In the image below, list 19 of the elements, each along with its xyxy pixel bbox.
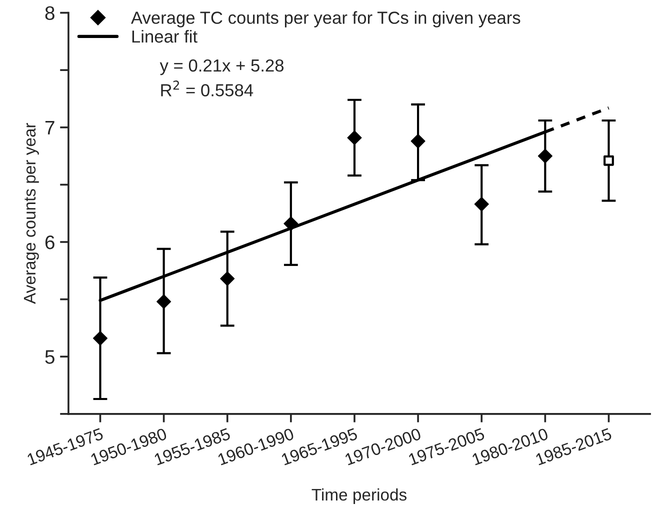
- point: [604, 155, 614, 166]
- point: [156, 294, 172, 309]
- point: [220, 271, 235, 286]
- point: [538, 148, 552, 164]
- annotation: y = 0.21x + 5.28: [160, 59, 284, 76]
- x-axis-title: Time periods: [312, 488, 407, 504]
- legend-label: Average TC counts per year for TCs in given years: [130, 11, 520, 28]
- y-tick-label: 8: [45, 6, 54, 20]
- y-tick-label: 7: [45, 121, 54, 134]
- point: [347, 130, 362, 145]
- annotation: R$^{2}$ = 0.5584: [161, 80, 254, 96]
- point: [284, 216, 298, 231]
- legend-label: Linear fit: [132, 30, 198, 43]
- point: [474, 196, 489, 212]
- point: [410, 134, 426, 148]
- point: [92, 330, 108, 346]
- y-axis-title: Average counts per year: [24, 122, 39, 304]
- y-tick-label: 6: [45, 235, 54, 250]
- y-tick-label: 5: [45, 350, 54, 364]
